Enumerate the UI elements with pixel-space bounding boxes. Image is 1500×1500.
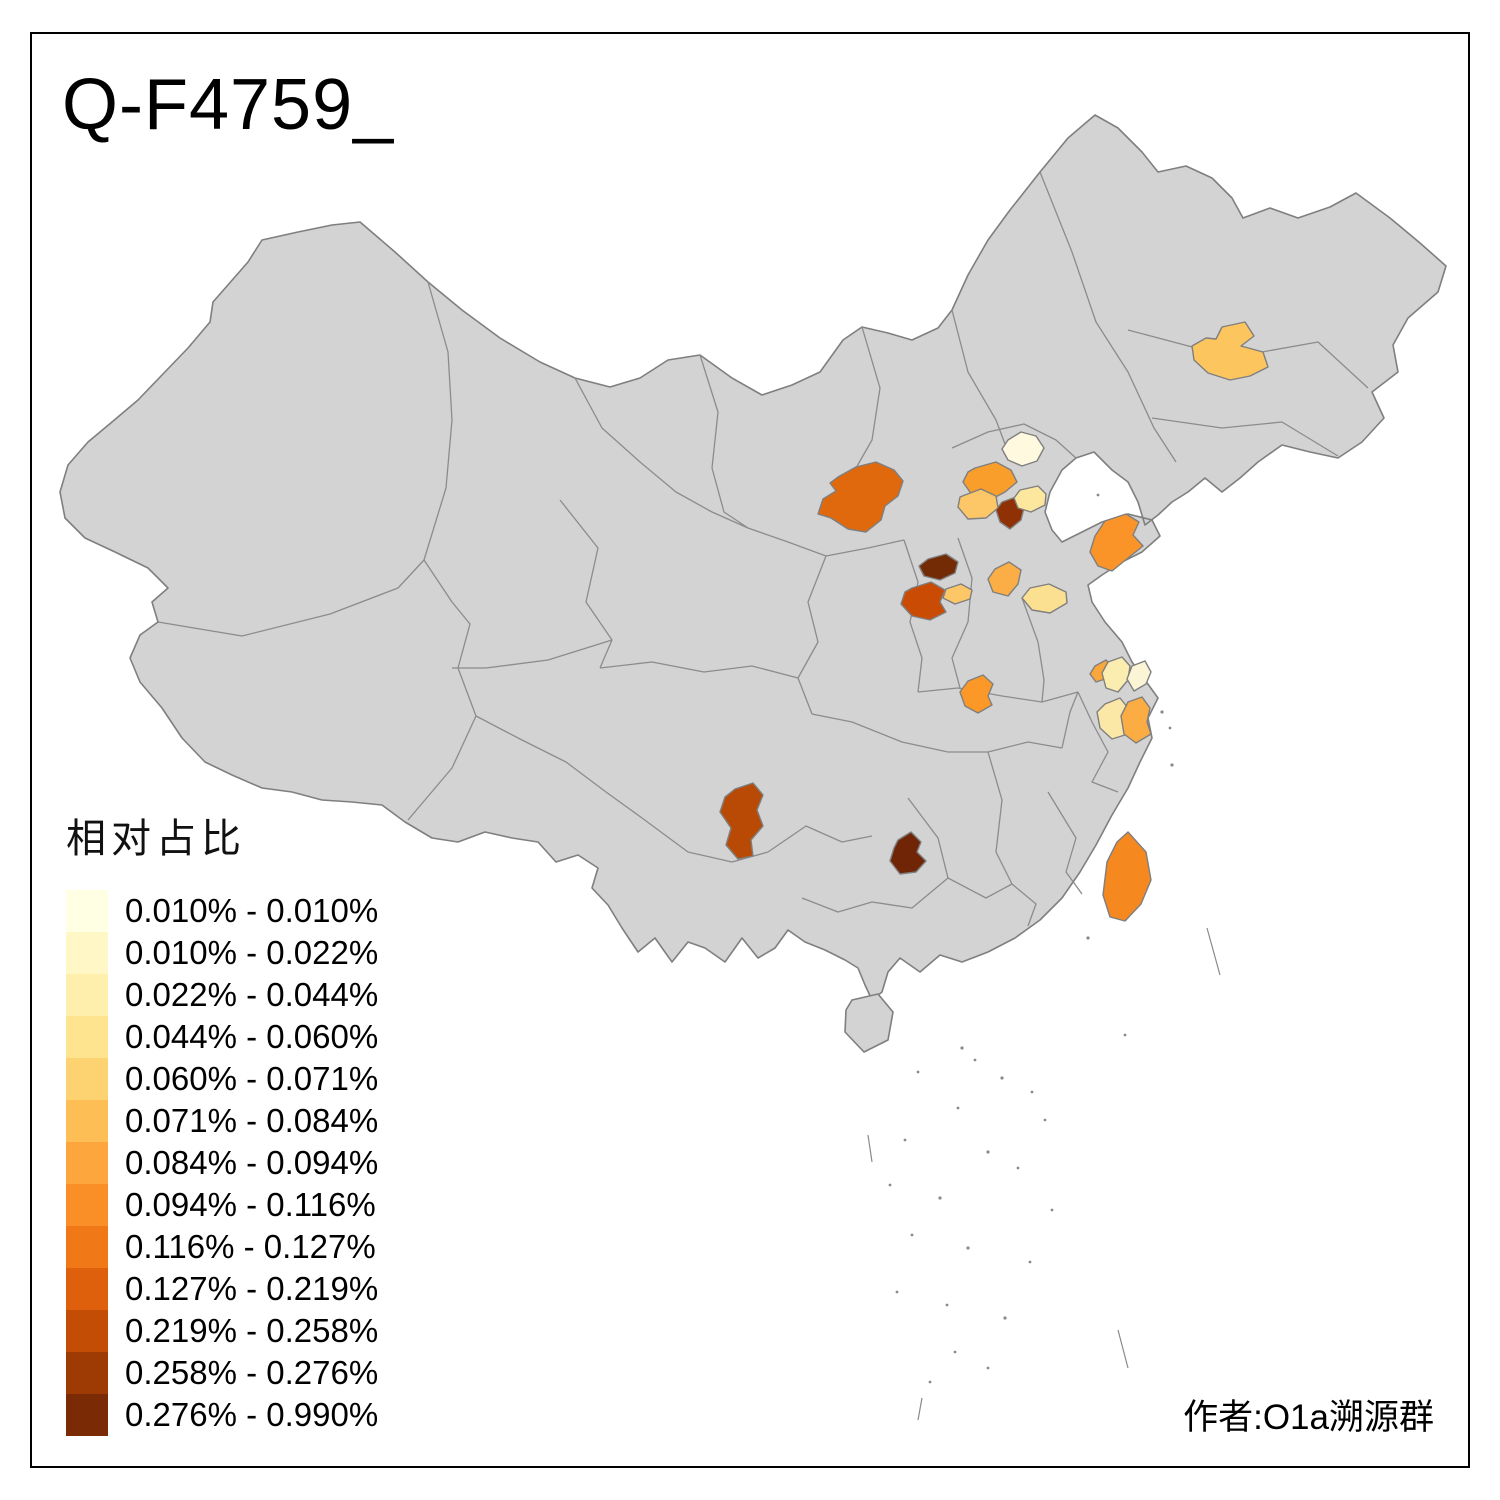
region-south-sichuan: [719, 782, 764, 860]
region-central-henan: [959, 674, 994, 714]
legend-label: 0.258% - 0.276%: [125, 1354, 379, 1391]
legend-row: 0.084% - 0.094%: [66, 1142, 378, 1184]
legend-label: 0.084% - 0.094%: [125, 1144, 379, 1181]
legend-title: 相对占比: [66, 817, 246, 861]
region-delta-northeast: [1126, 660, 1152, 692]
legend-swatch: [66, 1016, 108, 1058]
region-west-henan: [987, 561, 1022, 597]
legend: 相对占比 0.010% - 0.010% 0.010% - 0.022% 0.022…: [66, 806, 378, 1436]
legend-label: 0.094% - 0.116%: [125, 1186, 376, 1223]
region-beijing: [1001, 431, 1045, 467]
legend-label: 0.060% - 0.071%: [125, 1060, 379, 1097]
legend-label: 0.219% - 0.258%: [125, 1312, 379, 1349]
attribution-text: 作者:O1a溯源群: [1183, 1398, 1434, 1437]
legend-swatch: [66, 932, 108, 974]
legend-swatch: [66, 1226, 108, 1268]
region-delta-southeast: [1120, 696, 1152, 744]
page-title: Q-F4759_: [62, 65, 395, 145]
legend-swatch: [66, 1142, 108, 1184]
legend-label: 0.116% - 0.127%: [125, 1228, 376, 1265]
legend-swatch: [66, 1184, 108, 1226]
region-taiyuan: [918, 553, 959, 581]
legend-row: 0.071% - 0.084%: [66, 1100, 378, 1142]
legend-label: 0.127% - 0.219%: [125, 1270, 379, 1307]
plot-border-frame: [30, 32, 1470, 1468]
legend-swatch: [66, 1268, 108, 1310]
region-east-hebei: [1013, 485, 1047, 513]
legend-row: 0.094% - 0.116%: [66, 1184, 378, 1226]
legend-row: 0.258% - 0.276%: [66, 1352, 378, 1394]
legend-row: 0.010% - 0.010%: [66, 890, 378, 932]
legend-swatch: [66, 1352, 108, 1394]
province-borders: [157, 171, 1369, 927]
legend-swatch: [66, 1394, 108, 1436]
region-harbin: [1191, 321, 1269, 381]
region-east-guizhou: [889, 831, 927, 875]
sea-islets: [867, 493, 1221, 1421]
region-yuncheng: [942, 583, 973, 605]
legend-swatch: [66, 1310, 108, 1352]
legend-row: 0.127% - 0.219%: [66, 1268, 378, 1310]
legend-row: 0.060% - 0.071%: [66, 1058, 378, 1100]
legend-items: 0.010% - 0.010% 0.010% - 0.022% 0.022% - 0…: [66, 890, 378, 1436]
legend-row: 0.116% - 0.127%: [66, 1226, 378, 1268]
region-central-hebei: [957, 488, 999, 520]
region-southwest-shanxi: [900, 581, 947, 621]
legend-row: 0.219% - 0.258%: [66, 1310, 378, 1352]
legend-swatch: [66, 890, 108, 932]
legend-label: 0.010% - 0.022%: [125, 934, 379, 971]
region-delta-north: [1101, 656, 1131, 693]
legend-label: 0.276% - 0.990%: [125, 1396, 379, 1433]
hainan-island-shape: [844, 993, 894, 1053]
legend-label: 0.044% - 0.060%: [125, 1018, 379, 1055]
region-inner-mongolia-west: [817, 461, 904, 533]
legend-row: 0.010% - 0.022%: [66, 932, 378, 974]
legend-label: 0.010% - 0.010%: [125, 892, 379, 929]
legend-row: 0.276% - 0.990%: [66, 1394, 378, 1436]
legend-swatch: [66, 1100, 108, 1142]
region-shandong-peninsula: [1089, 513, 1144, 572]
region-east-henan: [1021, 583, 1068, 614]
legend-swatch: [66, 974, 108, 1016]
legend-row: 0.044% - 0.060%: [66, 1016, 378, 1058]
legend-row: 0.022% - 0.044%: [66, 974, 378, 1016]
region-taiwan: [1102, 831, 1152, 922]
legend-swatch: [66, 1058, 108, 1100]
legend-label: 0.071% - 0.084%: [125, 1102, 379, 1139]
legend-label: 0.022% - 0.044%: [125, 976, 379, 1013]
